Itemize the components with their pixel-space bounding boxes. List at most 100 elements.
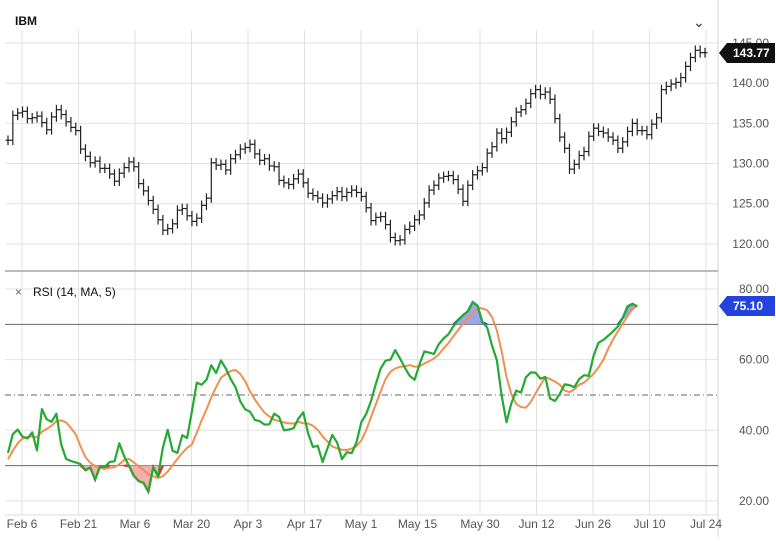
ohlc-bar <box>232 149 238 164</box>
ohlc-bar <box>658 84 664 123</box>
price-tick-label: 125.00 <box>732 197 769 211</box>
ohlc-bar <box>315 190 321 203</box>
ohlc-bar <box>625 126 631 147</box>
ohlc-bar <box>450 170 456 185</box>
x-tick-label: Jul 10 <box>633 517 665 531</box>
price-badge-label: 143.77 <box>733 46 770 60</box>
rsi-ma-line <box>7 304 638 479</box>
ohlc-bar <box>126 157 132 173</box>
ohlc-bar <box>692 45 698 63</box>
ohlc-bar <box>276 161 282 186</box>
ohlc-bar <box>354 185 359 198</box>
ohlc-bar <box>649 119 655 140</box>
ohlc-bar <box>170 218 176 234</box>
ohlc-bar <box>334 186 340 201</box>
ohlc-bar <box>87 151 93 168</box>
ohlc-bar <box>111 169 117 187</box>
ohlc-bar <box>305 178 311 199</box>
ohlc-bar <box>668 79 674 92</box>
ohlc-bar <box>189 210 195 227</box>
price-tick-label: 140.00 <box>732 76 769 90</box>
ohlc-bar <box>416 210 422 225</box>
ohlc-bar <box>455 174 461 195</box>
ohlc-bar <box>34 111 40 123</box>
ohlc-bar <box>247 139 253 153</box>
ohlc-bar <box>179 203 185 215</box>
ohlc-bar <box>324 194 330 208</box>
close-icon[interactable]: × <box>15 285 22 299</box>
ohlc-bar <box>431 180 437 195</box>
rsi-badge-label: 75.10 <box>733 299 763 313</box>
ohlc-bar <box>107 163 113 179</box>
ohlc-bar <box>262 153 268 166</box>
ohlc-bar <box>629 118 635 137</box>
ohlc-bar <box>407 221 413 235</box>
ohlc-bar <box>697 45 703 58</box>
ohlc-bar <box>368 202 374 226</box>
ohlc-bar <box>683 61 689 83</box>
chevron-down-icon[interactable]: ⌄ <box>693 14 705 30</box>
rsi-line <box>6 301 638 493</box>
ohlc-bar <box>552 94 558 124</box>
overbought-fill <box>453 302 488 325</box>
ohlc-bar <box>634 118 640 136</box>
ohlc-bar <box>174 205 180 229</box>
ohlc-bar <box>489 141 495 158</box>
ohlc-bar <box>15 108 21 121</box>
ohlc-bar <box>363 191 369 213</box>
ohlc-bar <box>102 163 108 174</box>
price-badge: 143.77 <box>719 43 775 63</box>
ohlc-bar <box>542 87 548 100</box>
ohlc-bar <box>344 187 350 202</box>
ohlc-bar <box>49 112 55 135</box>
x-tick-label: Apr 17 <box>287 517 323 531</box>
ohlc-bar <box>266 153 272 171</box>
ohlc-bar <box>291 173 297 190</box>
x-tick-label: Jun 26 <box>575 517 611 531</box>
ohlc-bar <box>92 156 98 168</box>
ohlc-bar <box>465 180 471 207</box>
ohlc-bar <box>223 159 229 175</box>
ohlc-bar <box>479 162 485 176</box>
ohlc-bar <box>53 104 59 122</box>
x-tick-label: Jun 12 <box>518 517 554 531</box>
rsi-badge: 75.10 <box>719 296 775 316</box>
price-tick-label: 135.00 <box>732 116 769 130</box>
rsi-tick-label: 80.00 <box>739 282 769 296</box>
axis-layer: Feb 6 Feb 21 Mar 6 Mar 20 Apr 3 Apr 17 May 1 Ma… <box>7 36 770 531</box>
ohlc-bar <box>121 162 127 179</box>
ohlc-bar <box>116 168 122 187</box>
ohlc-bar <box>136 161 142 189</box>
ohlc-bar <box>73 122 79 136</box>
ohlc-bar <box>508 116 514 138</box>
x-tick-label: Feb 21 <box>60 517 98 531</box>
ohlc-bar <box>576 150 582 170</box>
ohlc-bar <box>494 128 500 152</box>
ohlc-bar <box>329 190 335 204</box>
ohlc-bar <box>387 219 393 243</box>
ohlc-bar <box>24 106 30 124</box>
ohlc-bar <box>237 144 243 160</box>
ohlc-bar <box>586 131 592 157</box>
x-tick-label: Jul 24 <box>690 517 722 531</box>
oversold-fill <box>124 465 163 492</box>
ohlc-bar <box>286 178 292 190</box>
ohlc-bar <box>615 135 621 154</box>
ohlc-bar <box>141 178 147 196</box>
ohlc-bar <box>213 157 219 170</box>
oversold-fill <box>80 465 110 480</box>
ohlc-bar <box>518 104 524 117</box>
ohlc-bar <box>436 173 442 191</box>
ohlc-bar <box>392 232 398 246</box>
rsi-title: RSI (14, MA, 5) <box>33 285 116 299</box>
ohlc-bar <box>644 125 650 140</box>
x-tick-label: Feb 6 <box>7 517 38 531</box>
ohlc-bar <box>242 142 248 154</box>
rsi-badge-shape <box>719 296 775 316</box>
ohlc-bar <box>605 128 611 142</box>
ohlc-bar <box>358 187 364 202</box>
ohlc-bar <box>639 125 645 136</box>
x-tick-label: May 15 <box>398 517 438 531</box>
